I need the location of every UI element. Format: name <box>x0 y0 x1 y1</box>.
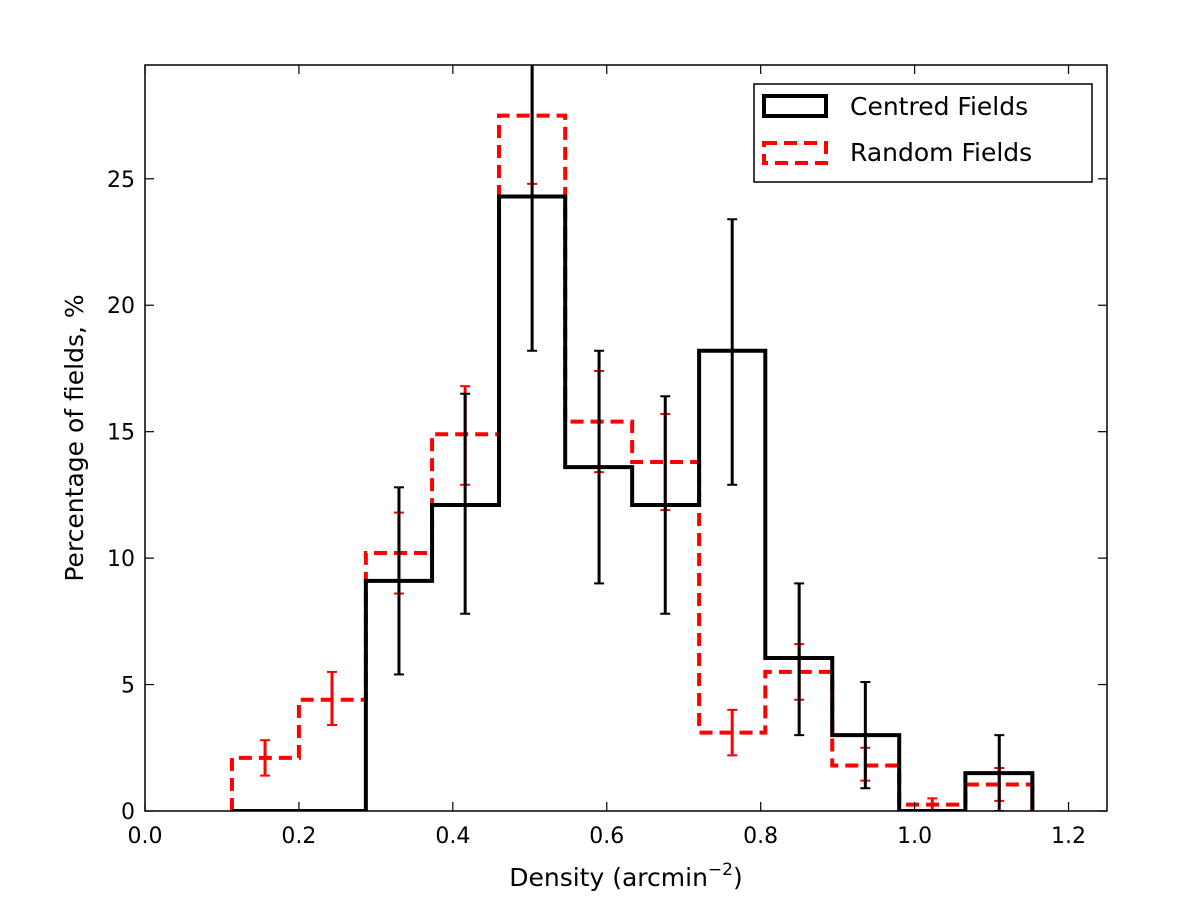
x-axis-label: Density (arcmin−2) <box>509 860 743 892</box>
y-axis-label: Percentage of fields, % <box>60 294 89 581</box>
y-tick-label-0: 0 <box>121 800 135 825</box>
x-tick-label-4: 0.8 <box>743 824 778 849</box>
histogram-step-random <box>229 113 1035 811</box>
legend: Centred Fields Random Fields <box>753 83 1093 183</box>
y-tick-label-2: 10 <box>107 547 135 572</box>
legend-swatch-random <box>762 141 828 165</box>
x-tick-label-0: 0.0 <box>128 824 163 849</box>
x-axis-label-superscript: −2 <box>708 860 733 880</box>
x-tick-label-2: 0.4 <box>435 824 470 849</box>
x-tick-label-3: 0.6 <box>589 824 624 849</box>
x-tick-label-5: 1.0 <box>897 824 932 849</box>
plot-layer <box>229 65 1035 811</box>
x-axis-label-main: Density (arcmin <box>509 863 708 892</box>
legend-swatch-centred <box>762 94 828 118</box>
axes-layer: 0.0 0.2 0.4 0.6 0.8 1.0 1.2 0 5 10 15 20 25 <box>107 64 1108 849</box>
y-tick-label-5: 25 <box>107 168 135 193</box>
legend-label-centred: Centred Fields <box>850 92 1028 121</box>
histogram-step-centred <box>231 194 1035 811</box>
x-tick-label-6: 1.2 <box>1051 824 1086 849</box>
legend-label-random: Random Fields <box>850 138 1032 167</box>
x-axis-label-close: ) <box>733 863 743 892</box>
y-tick-label-1: 5 <box>121 674 135 699</box>
legend-box <box>753 83 1093 183</box>
y-tick-label-4: 20 <box>107 294 135 319</box>
y-tick-label-3: 15 <box>107 421 135 446</box>
x-tick-label-1: 0.2 <box>281 824 316 849</box>
axes-frame <box>144 64 1108 812</box>
plot-area <box>229 65 1035 811</box>
